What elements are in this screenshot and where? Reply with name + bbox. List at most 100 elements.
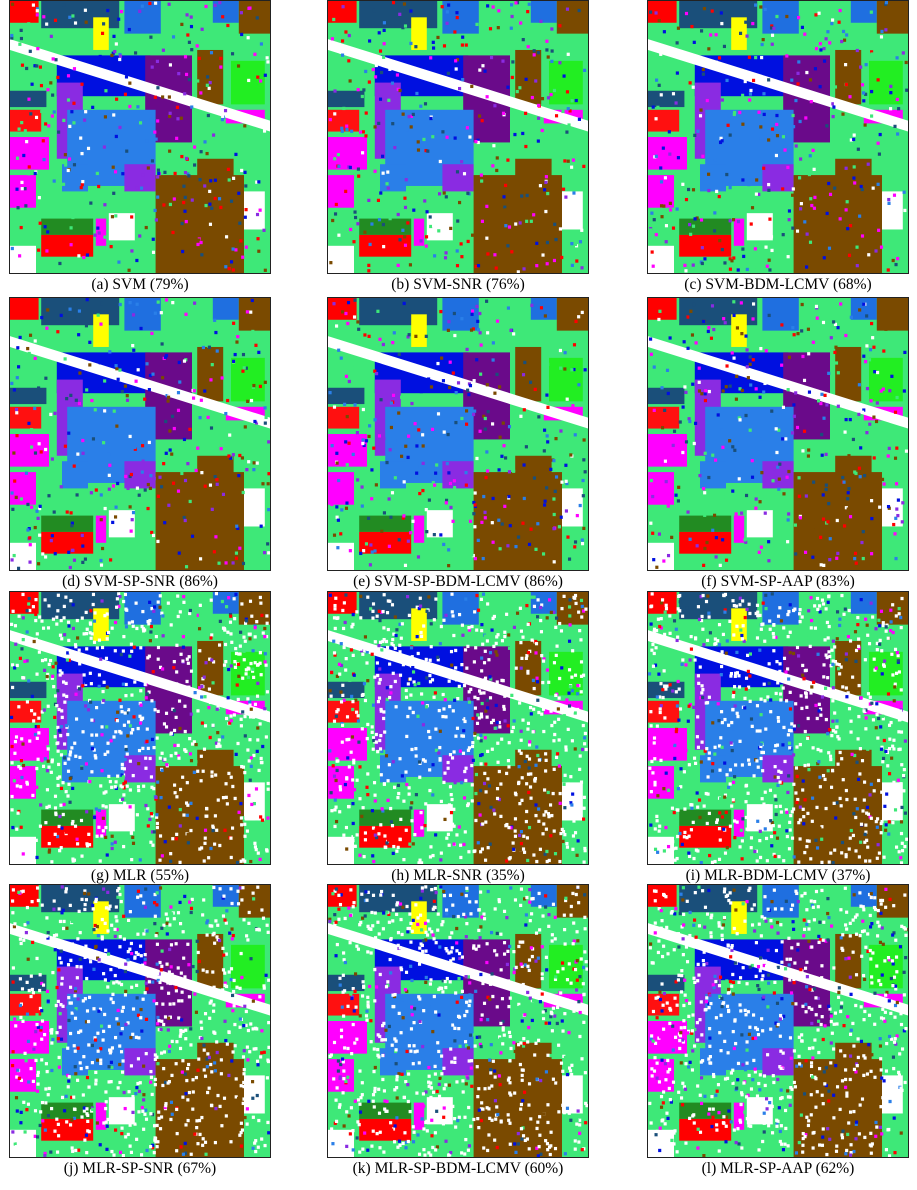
pixel-noise <box>735 517 738 520</box>
pixel-noise <box>482 495 485 498</box>
pixel-noise <box>808 390 811 393</box>
pixel-noise <box>741 599 744 602</box>
pixel-noise <box>749 383 752 386</box>
pixel-noise <box>762 751 765 754</box>
pixel-noise <box>113 50 116 53</box>
pixel-noise <box>826 676 829 679</box>
field <box>328 434 367 467</box>
pixel-noise <box>427 377 430 380</box>
pixel-noise <box>892 259 895 262</box>
pixel-noise <box>805 636 808 639</box>
pixel-noise <box>330 809 333 812</box>
field <box>648 110 679 132</box>
pixel-noise <box>752 79 755 82</box>
pixel-noise <box>37 517 40 520</box>
pixel-noise <box>110 134 113 137</box>
pixel-noise <box>227 168 230 171</box>
pixel-noise <box>561 840 564 843</box>
pixel-noise <box>659 53 662 56</box>
pixel-noise <box>812 526 815 529</box>
pixel-noise <box>484 763 487 766</box>
pixel-noise <box>700 392 703 395</box>
pixel-noise <box>463 796 466 799</box>
pixel-noise <box>574 747 577 750</box>
pixel-noise <box>344 668 347 671</box>
pixel-noise <box>899 856 902 859</box>
pixel-noise <box>387 838 390 841</box>
pixel-noise <box>543 503 546 506</box>
pixel-noise <box>35 856 38 859</box>
pixel-noise <box>703 7 706 10</box>
pixel-noise <box>806 812 809 815</box>
pixel-noise <box>786 667 789 670</box>
pixel-noise <box>736 438 739 441</box>
pixel-noise <box>128 621 131 624</box>
pixel-noise <box>110 786 113 789</box>
pixel-noise <box>442 781 445 784</box>
pixel-noise <box>200 150 203 153</box>
pixel-noise <box>578 118 581 121</box>
pixel-noise <box>744 800 747 803</box>
pixel-noise <box>74 21 77 24</box>
pixel-noise <box>60 619 63 622</box>
pixel-noise <box>185 157 188 160</box>
pixel-noise <box>407 442 410 445</box>
pixel-noise <box>145 696 148 699</box>
pixel-noise <box>209 847 212 850</box>
pixel-noise <box>703 257 706 260</box>
pixel-noise <box>498 468 501 471</box>
pixel-noise <box>259 385 262 388</box>
pixel-noise <box>905 838 908 841</box>
pixel-noise <box>175 682 178 685</box>
pixel-noise <box>335 779 338 782</box>
pixel-noise <box>245 195 248 198</box>
pixel-noise <box>760 56 763 59</box>
pixel-noise <box>883 482 886 485</box>
pixel-noise <box>775 123 778 126</box>
pixel-noise <box>854 849 857 852</box>
pixel-noise <box>842 481 845 484</box>
pixel-noise <box>789 707 792 710</box>
pixel-noise <box>43 669 46 672</box>
pixel-noise <box>84 110 87 113</box>
pixel-noise <box>71 216 74 219</box>
pixel-noise <box>759 137 762 140</box>
pixel-noise <box>807 763 810 766</box>
pixel-noise <box>101 646 104 649</box>
pixel-noise <box>893 194 896 197</box>
pixel-noise <box>659 166 662 169</box>
pixel-noise <box>506 86 509 89</box>
field <box>731 314 747 347</box>
pixel-noise <box>383 593 386 596</box>
pixel-noise <box>353 210 356 213</box>
pixel-noise <box>112 35 115 38</box>
pixel-noise <box>764 512 767 515</box>
pixel-noise <box>699 108 702 111</box>
pixel-noise <box>901 520 904 523</box>
pixel-noise <box>840 804 843 807</box>
pixel-noise <box>648 767 651 770</box>
pixel-noise <box>155 813 158 816</box>
pixel-noise <box>340 700 343 703</box>
pixel-noise <box>407 435 410 438</box>
pixel-noise <box>347 59 350 62</box>
pixel-noise <box>544 780 547 783</box>
pixel-noise <box>523 361 526 364</box>
pixel-noise <box>193 302 196 305</box>
pixel-noise <box>454 421 457 424</box>
pixel-noise <box>445 195 448 198</box>
pixel-noise <box>478 114 481 117</box>
pixel-noise <box>702 68 705 71</box>
pixel-noise <box>653 630 656 633</box>
pixel-noise <box>90 491 93 494</box>
pixel-noise <box>143 166 146 169</box>
pixel-noise <box>760 713 763 716</box>
pixel-noise <box>203 859 206 862</box>
pixel-noise <box>335 452 338 455</box>
pixel-noise <box>382 717 385 720</box>
pixel-noise <box>853 133 856 136</box>
pixel-noise <box>519 641 522 644</box>
pixel-noise <box>726 639 729 642</box>
pixel-noise <box>581 748 584 751</box>
pixel-noise <box>733 775 736 778</box>
